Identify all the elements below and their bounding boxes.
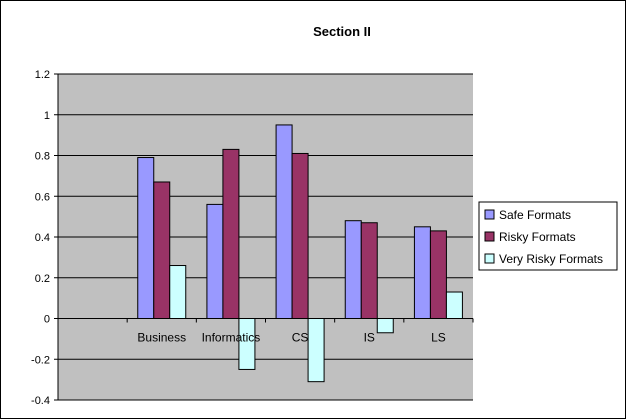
- x-tick-label: CS: [292, 331, 309, 345]
- bar-3-cs: [307, 318, 325, 383]
- bar-2-business: [153, 181, 171, 319]
- legend-swatch: [484, 231, 495, 242]
- y-tick-label: 0.4: [35, 232, 50, 244]
- chart-title: Section II: [313, 24, 371, 39]
- legend-label: Risky Formats: [499, 230, 576, 244]
- legend-swatch: [484, 209, 495, 220]
- bar-1-is: [344, 220, 362, 319]
- axes: [54, 73, 474, 401]
- y-tick-label: 1: [44, 110, 50, 122]
- x-tick-label: Informatics: [202, 331, 261, 345]
- y-tick-label: -0.2: [31, 354, 50, 366]
- legend-box: [478, 201, 618, 271]
- legend-swatch: [484, 253, 495, 264]
- bar-1-ls: [413, 226, 431, 319]
- bar-1-business: [137, 157, 155, 319]
- x-tick-label: LS: [431, 331, 446, 345]
- legend-label: Very Risky Formats: [499, 252, 603, 266]
- bar-2-cs: [291, 152, 309, 319]
- bar-1-cs: [275, 124, 293, 319]
- y-tick-label: 1.2: [35, 69, 50, 81]
- y-tick-label: 0: [44, 314, 50, 326]
- y-tick-label: 0.8: [35, 151, 50, 163]
- bar-3-ls: [445, 291, 463, 320]
- bar-2-is: [360, 222, 378, 319]
- bar-3-is: [376, 318, 394, 334]
- bar-1-informatics: [206, 203, 224, 319]
- x-tick-labels: Business Informatics CS IS LS: [137, 331, 445, 345]
- legend-label: Safe Formats: [499, 208, 571, 222]
- y-tick-label: 0.6: [35, 191, 50, 203]
- bar-2-informatics: [222, 148, 240, 319]
- y-tick-label: 0.2: [35, 273, 50, 285]
- y-tick-labels: -0.4 -0.2 0 0.2 0.4 0.6 0.8 1 1.2: [31, 69, 50, 407]
- bars: [137, 124, 463, 383]
- x-tick-label: Business: [137, 331, 186, 345]
- bar-3-business: [169, 265, 187, 319]
- y-tick-label: -0.4: [31, 395, 50, 407]
- gridlines: [58, 73, 473, 401]
- x-tick-label: IS: [364, 331, 375, 345]
- legend: Safe Formats Risky Formats Very Risky Form…: [478, 201, 618, 271]
- bar-2-ls: [429, 230, 447, 319]
